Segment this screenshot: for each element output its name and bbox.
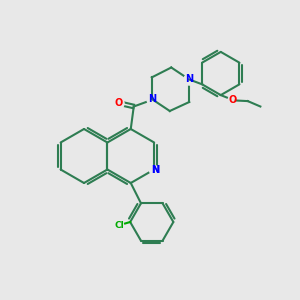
Text: N: N xyxy=(152,165,160,175)
Text: O: O xyxy=(229,95,237,106)
Text: O: O xyxy=(114,98,122,108)
Text: N: N xyxy=(148,94,156,104)
Text: Cl: Cl xyxy=(115,220,124,230)
Text: N: N xyxy=(152,165,160,175)
Text: N: N xyxy=(185,74,193,85)
